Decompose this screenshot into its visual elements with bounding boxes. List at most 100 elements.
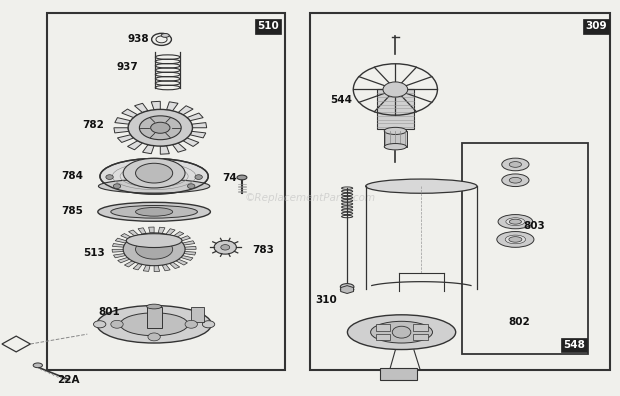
Text: 938: 938 — [128, 34, 149, 44]
Ellipse shape — [33, 363, 42, 367]
Polygon shape — [340, 286, 353, 293]
Text: 783: 783 — [252, 245, 273, 255]
Ellipse shape — [505, 235, 526, 244]
Text: 22A: 22A — [58, 375, 80, 385]
Text: 510: 510 — [257, 21, 279, 31]
Ellipse shape — [340, 284, 354, 290]
Circle shape — [113, 184, 121, 188]
Circle shape — [106, 175, 113, 179]
Ellipse shape — [214, 240, 236, 254]
Polygon shape — [158, 227, 165, 234]
Polygon shape — [135, 103, 148, 112]
Polygon shape — [185, 246, 196, 249]
Polygon shape — [115, 238, 127, 243]
Polygon shape — [143, 265, 150, 271]
Text: 513: 513 — [83, 248, 105, 258]
Ellipse shape — [509, 237, 522, 242]
Polygon shape — [179, 236, 190, 241]
Text: 937: 937 — [117, 62, 138, 72]
Ellipse shape — [120, 313, 188, 336]
Polygon shape — [173, 232, 184, 238]
Polygon shape — [149, 227, 154, 233]
Text: 544: 544 — [330, 95, 352, 105]
Ellipse shape — [347, 315, 456, 350]
Ellipse shape — [509, 219, 521, 224]
Bar — [377, 89, 414, 129]
Ellipse shape — [340, 287, 354, 291]
Ellipse shape — [237, 175, 247, 180]
Polygon shape — [192, 123, 206, 128]
Circle shape — [195, 175, 202, 179]
Ellipse shape — [126, 234, 182, 248]
Text: 548: 548 — [563, 340, 585, 350]
Ellipse shape — [371, 321, 433, 343]
Bar — [384, 131, 407, 147]
Bar — [413, 324, 428, 331]
Polygon shape — [113, 253, 125, 258]
Ellipse shape — [506, 218, 525, 226]
Polygon shape — [184, 251, 196, 255]
Polygon shape — [122, 109, 138, 118]
Ellipse shape — [100, 158, 208, 194]
Polygon shape — [133, 263, 142, 270]
Ellipse shape — [366, 179, 477, 193]
Text: 309: 309 — [585, 21, 606, 31]
Bar — [47, 13, 285, 369]
Circle shape — [392, 326, 411, 338]
Bar — [380, 368, 417, 379]
Polygon shape — [162, 265, 170, 271]
Polygon shape — [112, 244, 124, 247]
Circle shape — [148, 333, 161, 341]
Ellipse shape — [136, 163, 172, 183]
Polygon shape — [128, 230, 139, 236]
Polygon shape — [183, 138, 199, 147]
Bar — [413, 334, 428, 340]
Ellipse shape — [161, 34, 169, 37]
Ellipse shape — [384, 143, 407, 150]
Circle shape — [185, 320, 197, 328]
Polygon shape — [170, 262, 180, 268]
Polygon shape — [172, 143, 186, 152]
Polygon shape — [151, 101, 161, 110]
Polygon shape — [166, 229, 175, 235]
Text: 802: 802 — [508, 317, 529, 327]
Polygon shape — [118, 257, 130, 263]
Polygon shape — [190, 131, 206, 138]
Ellipse shape — [221, 245, 229, 250]
Circle shape — [187, 184, 195, 188]
Ellipse shape — [147, 304, 162, 309]
Ellipse shape — [111, 206, 197, 218]
Ellipse shape — [123, 233, 185, 266]
Bar — [310, 13, 610, 369]
Text: 801: 801 — [99, 307, 120, 317]
Polygon shape — [114, 128, 129, 133]
Ellipse shape — [140, 116, 181, 140]
Bar — [147, 307, 162, 328]
Ellipse shape — [202, 321, 215, 328]
Ellipse shape — [94, 321, 106, 328]
Bar — [191, 307, 203, 322]
Ellipse shape — [98, 202, 210, 221]
Text: 803: 803 — [523, 221, 545, 230]
Ellipse shape — [151, 122, 170, 133]
Text: ©ReplacementParts.com: ©ReplacementParts.com — [244, 193, 376, 203]
Polygon shape — [187, 113, 203, 121]
Polygon shape — [161, 146, 169, 154]
Polygon shape — [167, 102, 178, 111]
Polygon shape — [181, 255, 193, 261]
Ellipse shape — [498, 215, 533, 229]
Text: 310: 310 — [316, 295, 337, 305]
Ellipse shape — [497, 232, 534, 248]
Bar — [376, 334, 391, 340]
Polygon shape — [112, 249, 123, 252]
Ellipse shape — [502, 158, 529, 171]
Polygon shape — [128, 141, 143, 150]
Ellipse shape — [384, 128, 407, 135]
Text: 782: 782 — [82, 120, 105, 130]
Polygon shape — [117, 135, 133, 143]
Text: 784: 784 — [61, 171, 83, 181]
Polygon shape — [154, 266, 159, 272]
Ellipse shape — [97, 306, 211, 343]
Circle shape — [111, 320, 123, 328]
Ellipse shape — [136, 240, 172, 259]
